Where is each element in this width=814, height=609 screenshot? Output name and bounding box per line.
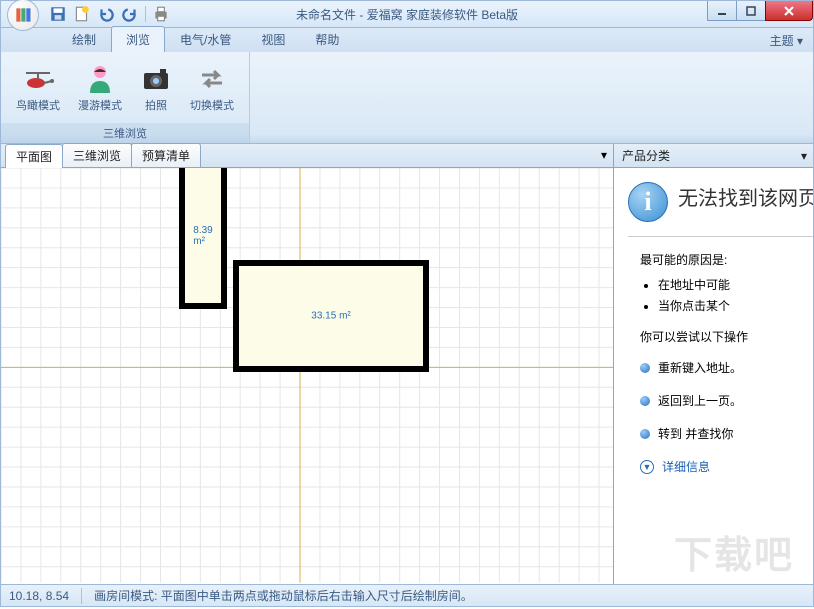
divider [628,236,813,237]
doc-tab-2[interactable]: 预算清单 [131,143,201,167]
print-icon [152,5,170,23]
title-bar: 未命名文件 - 爱福窝 家庭装修软件 Beta版 [0,0,814,28]
app-orb-button[interactable] [7,0,39,31]
ribbon-btn-label: 拍照 [145,97,167,113]
action-text: 返回到上一页。 [658,392,742,409]
maximize-button[interactable] [736,1,766,21]
swap-icon [196,63,228,95]
action-text: 转到 并查找你 [658,425,733,442]
person-icon [84,63,116,95]
qat-undo-button[interactable] [97,5,115,23]
redo-icon [121,5,139,23]
app-logo-icon [13,5,33,25]
right-panel-title: 产品分类 [622,147,670,164]
right-panel: 产品分类 ▾ i 无法找到该网页 最可能的原因是: 在地址中可能当你点击某个 你… [613,144,813,584]
room-1[interactable]: 33.15 m² [233,260,429,372]
error-title: 无法找到该网页 [678,182,813,211]
ribbon-btn-helicopter[interactable]: 鸟瞰模式 [9,58,67,118]
status-mode-text: 画房间模式: 平面图中单击两点或拖动鼠标后右击输入尺寸后绘制房间。 [94,587,473,604]
bullet-icon [640,429,650,439]
window-title: 未命名文件 - 爱福窝 家庭装修软件 Beta版 [296,6,518,23]
reason-item-1: 当你点击某个 [658,297,813,314]
status-separator [81,588,82,604]
action-row-3[interactable]: ▼ 详细信息 [628,458,813,475]
ribbon-btn-camera[interactable]: 拍照 [133,58,179,118]
action-text: 详细信息 [662,458,710,475]
document-tabs: 平面图三维浏览预算清单 ▾ [1,144,613,168]
info-icon: i [628,182,668,222]
menu-tab-1[interactable]: 浏览 [111,26,165,52]
ribbon: 鸟瞰模式 漫游模式 拍照 切换模式 三维浏览 [0,52,814,144]
menu-bar: 绘制浏览电气/水管视图帮助 主题 ▾ [0,28,814,52]
room-0[interactable]: 8.39 m² [179,168,227,309]
reason-item-0: 在地址中可能 [658,276,813,293]
ribbon-group-label: 三维浏览 [1,123,249,143]
main-area: 平面图三维浏览预算清单 ▾ 8.39 m² 33.15 m² 产品分类 ▾ i 无… [0,144,814,584]
ribbon-btn-swap[interactable]: 切换模式 [183,58,241,118]
right-panel-header: 产品分类 ▾ [614,144,813,168]
helicopter-icon [22,63,54,95]
qat-save-button[interactable] [49,5,67,23]
menu-tab-3[interactable]: 视图 [246,26,300,52]
quick-access-toolbar [49,5,170,23]
action-text: 重新键入地址。 [658,359,742,376]
doc-tab-0[interactable]: 平面图 [5,144,63,168]
ribbon-group-3d: 鸟瞰模式 漫游模式 拍照 切换模式 三维浏览 [1,52,250,143]
menu-tab-0[interactable]: 绘制 [57,26,111,52]
ribbon-btn-person[interactable]: 漫游模式 [71,58,129,118]
room-area-label: 8.39 m² [193,225,212,247]
menu-tab-2[interactable]: 电气/水管 [165,26,246,52]
window-controls [708,1,813,21]
right-panel-body: i 无法找到该网页 最可能的原因是: 在地址中可能当你点击某个 你可以尝试以下操… [614,168,813,584]
action-row-0[interactable]: 重新键入地址。 [628,359,813,376]
ribbon-btn-label: 鸟瞰模式 [16,97,60,113]
action-row-2[interactable]: 转到 并查找你 [628,425,813,442]
reason-heading: 最可能的原因是: [628,251,813,268]
try-heading: 你可以尝试以下操作 [628,328,813,345]
expand-icon: ▼ [640,460,654,474]
status-bar: 10.18, 8.54 画房间模式: 平面图中单击两点或拖动鼠标后右击输入尺寸后… [0,584,814,607]
doc-tabs-dropdown[interactable]: ▾ [601,148,607,162]
minimize-button[interactable] [707,1,737,21]
left-pane: 平面图三维浏览预算清单 ▾ 8.39 m² 33.15 m² [1,144,613,584]
ribbon-btn-label: 漫游模式 [78,97,122,113]
bullet-icon [640,363,650,373]
qat-sep [145,6,146,22]
qat-redo-button[interactable] [121,5,139,23]
menu-tab-4[interactable]: 帮助 [300,26,354,52]
undo-icon [97,5,115,23]
doc-tab-1[interactable]: 三维浏览 [62,143,132,167]
room-area-label: 33.15 m² [311,311,350,322]
close-button[interactable] [765,1,813,21]
ribbon-btn-label: 切换模式 [190,97,234,113]
camera-icon [140,63,172,95]
status-coords: 10.18, 8.54 [9,589,69,603]
bullet-icon [640,396,650,406]
grid-background [1,168,613,583]
save-icon [49,5,67,23]
theme-button[interactable]: 主题 ▾ [770,32,803,49]
action-row-1[interactable]: 返回到上一页。 [628,392,813,409]
floorplan-canvas[interactable]: 8.39 m² 33.15 m² [1,168,613,584]
qat-print-button[interactable] [152,5,170,23]
reason-list: 在地址中可能当你点击某个 [628,276,813,314]
qat-new-button[interactable] [73,5,91,23]
right-panel-dropdown[interactable]: ▾ [801,149,807,163]
new-icon [73,5,91,23]
